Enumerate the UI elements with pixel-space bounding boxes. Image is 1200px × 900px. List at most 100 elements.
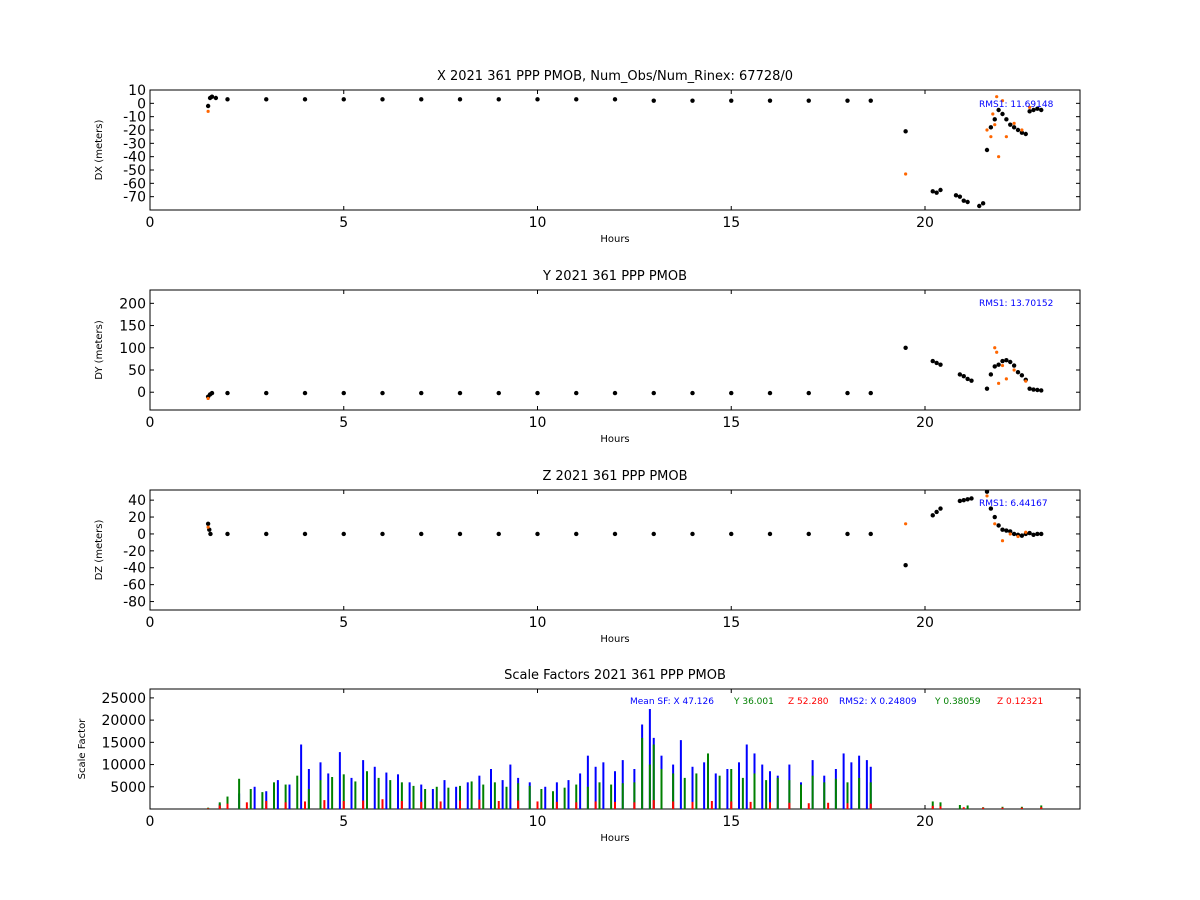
- y-tick-label: -10: [123, 110, 146, 126]
- data-point: [1039, 388, 1044, 393]
- data-point: [903, 563, 908, 568]
- data-point: [934, 509, 939, 515]
- x-tick-label: 5: [339, 415, 348, 431]
- data-point: [535, 390, 540, 396]
- series-0: [205, 345, 1044, 399]
- data-point: [264, 97, 269, 102]
- chart-title: X 2021 361 PPP PMOB, Num_Obs/Num_Rinex: …: [437, 69, 793, 84]
- data-point: [961, 374, 966, 379]
- data-point: [729, 390, 734, 396]
- data-point: [1031, 107, 1036, 113]
- x-tick-label: 10: [529, 415, 547, 431]
- data-point: [969, 378, 974, 383]
- data-point: [980, 201, 986, 206]
- x-tick-label: 5: [339, 615, 348, 631]
- data-point: [938, 506, 943, 511]
- data-point: [993, 123, 997, 127]
- data-point: [988, 506, 994, 511]
- data-point: [1012, 121, 1016, 125]
- data-point: [225, 97, 230, 102]
- x-tick-label: 15: [722, 415, 740, 431]
- data-point: [1023, 131, 1028, 137]
- data-point: [496, 390, 501, 396]
- data-point: [1031, 387, 1036, 392]
- data-point: [1028, 105, 1032, 109]
- data-point: [1000, 539, 1005, 543]
- data-point: [1019, 130, 1025, 135]
- data-point: [535, 97, 540, 102]
- x-tick-label: 5: [339, 814, 348, 830]
- data-point: [1000, 527, 1005, 532]
- data-point: [302, 390, 308, 396]
- x-tick-label: 20: [916, 415, 934, 431]
- x-tick-label: 0: [146, 615, 155, 631]
- series-0: [205, 94, 1044, 209]
- data-point: [225, 390, 230, 396]
- y-tick-label: -60: [123, 176, 146, 192]
- data-point: [302, 97, 308, 102]
- data-point: [845, 531, 850, 537]
- data-point: [574, 531, 579, 537]
- data-point: [1004, 117, 1009, 122]
- series-1: [206, 494, 1028, 543]
- data-point: [868, 98, 873, 103]
- data-point: [988, 125, 994, 130]
- data-point: [690, 531, 695, 537]
- data-point: [205, 103, 211, 109]
- data-point: [206, 109, 210, 113]
- y-tick-label: 50: [128, 363, 146, 379]
- data-point: [806, 531, 811, 537]
- y-tick-label: -40: [123, 150, 146, 166]
- data-point: [457, 531, 463, 537]
- data-point: [612, 390, 618, 396]
- data-point: [969, 496, 974, 501]
- data-point: [953, 193, 959, 198]
- data-point: [341, 390, 346, 396]
- panel-dx: X 2021 361 PPP PMOB, Num_Obs/Num_Rinex: …: [94, 69, 1081, 245]
- data-point: [1011, 531, 1017, 537]
- chart-title: Y 2021 361 PPP PMOB: [542, 269, 687, 284]
- data-point: [1004, 377, 1008, 381]
- data-point: [225, 531, 230, 537]
- data-point: [690, 390, 695, 396]
- sf-annotation: Y 0.38059: [934, 697, 981, 707]
- y-tick-label: -20: [123, 544, 146, 560]
- data-point: [957, 372, 963, 377]
- data-point: [993, 346, 997, 350]
- data-point: [574, 97, 579, 102]
- data-point: [930, 189, 935, 194]
- data-point: [1031, 532, 1036, 537]
- data-point: [1019, 533, 1025, 538]
- series-1: [206, 346, 1028, 401]
- y-tick-label: -70: [123, 190, 146, 206]
- data-point: [651, 98, 656, 103]
- data-point: [341, 97, 346, 102]
- data-point: [1020, 128, 1024, 132]
- y-axis-label: DY (meters): [94, 320, 105, 380]
- data-point: [965, 376, 970, 382]
- data-point: [938, 362, 943, 367]
- series-1: [206, 95, 1032, 176]
- x-tick-label: 20: [916, 615, 934, 631]
- data-point: [1015, 127, 1021, 133]
- data-point: [1035, 106, 1040, 111]
- data-point: [977, 203, 982, 209]
- data-point: [996, 107, 1001, 113]
- x-tick-label: 0: [146, 215, 155, 231]
- rms-annotation: RMS1: 13.70152: [979, 299, 1053, 309]
- data-point: [419, 390, 424, 396]
- y-tick-label: -40: [123, 561, 146, 577]
- data-point: [985, 494, 989, 498]
- y-tick-label: 15000: [101, 735, 146, 751]
- data-point: [1039, 107, 1044, 113]
- data-point: [995, 350, 999, 354]
- data-point: [1008, 529, 1013, 534]
- y-axis-label: DX (meters): [94, 119, 105, 180]
- data-point: [961, 497, 966, 503]
- data-point: [209, 390, 215, 396]
- x-axis-label: Hours: [600, 434, 629, 445]
- y-tick-label: 20: [128, 510, 146, 526]
- data-point: [209, 94, 215, 99]
